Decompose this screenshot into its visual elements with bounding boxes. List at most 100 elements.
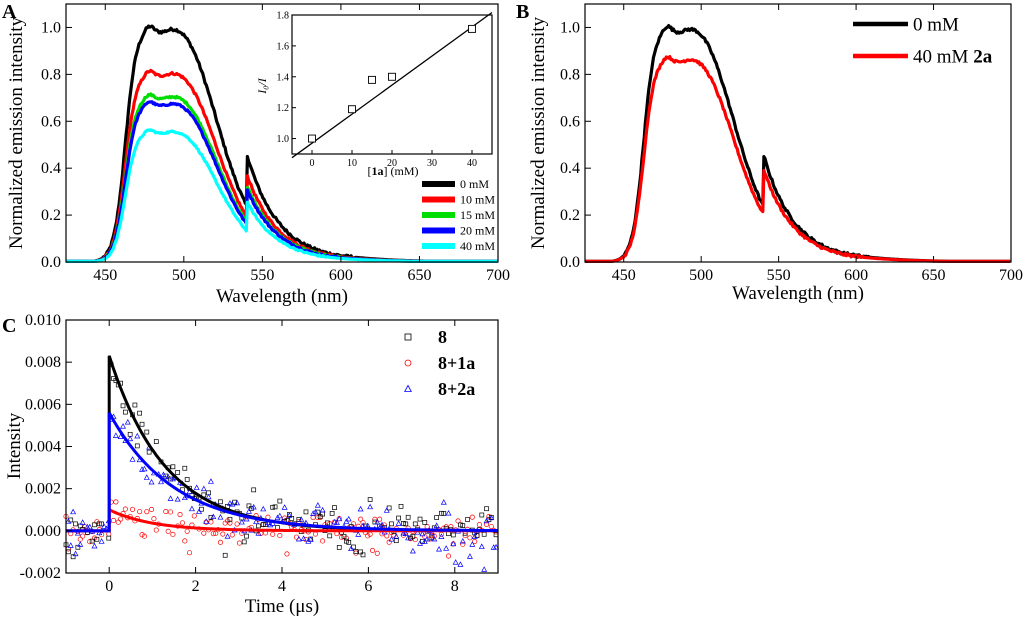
inset-point: [308, 134, 316, 143]
data-point-8-2a: [129, 456, 136, 462]
y-tick-label: 0.000: [25, 523, 61, 540]
legend-text: 40 mM: [913, 47, 973, 68]
data-point-8-1a: [91, 535, 98, 541]
chart-b-ylabel: Normalized emission intensity: [528, 16, 549, 249]
data-point-8-2a: [148, 478, 155, 485]
inset-point: [388, 72, 396, 81]
data-point-8: [70, 554, 76, 560]
x-tick-label: 700: [999, 267, 1023, 284]
data-point-8-2a: [229, 501, 236, 507]
data-point-8-2a: [224, 533, 231, 539]
data-point-8: [208, 514, 214, 520]
panel-label-c: C: [2, 315, 16, 337]
data-point-8: [341, 533, 347, 539]
inset-x-tick-label: 0: [310, 158, 315, 169]
data-point-8: [146, 449, 152, 455]
chart-b: 450 500 550 600 650 700 0.0 0.2 0.4 0.6 0.8 1.0 Wav…: [528, 3, 1023, 304]
data-point-8: [96, 521, 102, 527]
fit-line-0: [66, 355, 498, 533]
data-point-8-2a: [79, 519, 86, 525]
data-point-8-1a: [153, 527, 159, 533]
data-point-8: [403, 521, 409, 527]
data-point-8-2a: [348, 545, 355, 552]
data-point-8-2a: [101, 523, 108, 529]
data-point-8-1a: [239, 530, 245, 536]
data-point-8: [401, 521, 406, 526]
x-tick-label: 4: [278, 578, 286, 595]
data-point-8-1a: [236, 540, 242, 546]
data-point-8-1a: [310, 514, 316, 521]
x-tick-label: 550: [250, 267, 274, 284]
y-tick-label: 1.0: [560, 19, 580, 36]
data-point-8-1a: [144, 509, 150, 515]
data-point-8-1a: [129, 506, 136, 512]
data-point-8-1a: [77, 536, 83, 542]
data-point-8-2a: [469, 541, 476, 547]
data-point-8-2a: [196, 508, 203, 514]
y-tick-label: 0.4: [560, 160, 580, 177]
data-point-8-1a: [484, 521, 490, 527]
inset-point: [348, 105, 356, 114]
data-point-8-2a: [445, 510, 452, 516]
data-point-8-1a: [165, 528, 171, 534]
data-point-8: [251, 487, 257, 493]
data-point-8: [184, 477, 190, 482]
data-point-8-1a: [187, 550, 193, 556]
data-point-8-2a: [402, 530, 409, 537]
legend-label-4: 40 mM: [460, 239, 495, 253]
data-point-8-1a: [277, 533, 283, 539]
data-point-8-2a: [77, 541, 84, 547]
data-point-8-2a: [312, 508, 319, 515]
series-line-a-4: [65, 128, 498, 263]
chart-a-frame: [65, 3, 499, 263]
legend-label-2: 15 mM: [460, 208, 495, 222]
x-tick-label: 8: [451, 578, 459, 595]
data-point-8-2a: [165, 473, 172, 480]
series-line-b-1: [584, 55, 1011, 263]
chart-c-ylabel: Intensity: [4, 412, 25, 479]
x-tick-label: 600: [329, 267, 353, 284]
data-point-8-2a: [158, 478, 165, 485]
x-tick-label: 450: [93, 267, 117, 284]
data-point-8-2a: [281, 504, 288, 510]
data-point-8-1a: [455, 518, 461, 524]
inset-ylabel: I₀/I: [255, 77, 269, 95]
data-point-8-1a: [80, 533, 86, 539]
data-point-8-1a: [377, 516, 383, 522]
x-tick-label: 650: [407, 267, 431, 284]
data-point-8-2a: [333, 519, 340, 525]
data-point-8: [89, 538, 95, 544]
data-point-8-2a: [193, 484, 200, 490]
data-point-8: [405, 514, 411, 520]
x-tick-label: 0: [105, 578, 113, 595]
data-point-8: [120, 403, 126, 409]
chart-c-xlabel: Time (μs): [245, 596, 319, 617]
legend-text: 15 mM: [460, 208, 495, 222]
data-point-8: [479, 512, 485, 518]
y-tick-label: 0.8: [560, 66, 580, 83]
data-point-8-2a: [217, 514, 224, 520]
data-point-8-1a: [170, 531, 176, 538]
data-point-8-2a: [295, 535, 302, 542]
data-point-8-2a: [98, 538, 105, 544]
data-point-8-1a: [412, 537, 418, 543]
data-point-8-2a: [200, 485, 207, 492]
legend-label-1: 8+1a: [438, 353, 475, 373]
data-point-8-1a: [179, 520, 185, 526]
data-point-8-1a: [167, 509, 174, 515]
data-point-8-1a: [372, 516, 378, 522]
x-tick-label: 600: [844, 267, 868, 284]
data-point-8-1a: [360, 520, 366, 526]
y-tick-label: -0.002: [20, 565, 61, 582]
data-point-8-2a: [355, 531, 362, 537]
data-point-8-2a: [255, 530, 262, 536]
data-point-8-1a: [374, 550, 380, 556]
x-tick-label: 6: [364, 578, 372, 595]
data-point-8: [325, 520, 330, 526]
x-tick-label: 2: [192, 578, 200, 595]
chart-b-frame: [584, 3, 1012, 263]
inset-point: [368, 75, 376, 84]
y-tick-label: 0.0: [560, 254, 580, 271]
y-tick-label: 0.004: [25, 439, 61, 456]
data-point-8-1a: [137, 509, 143, 515]
